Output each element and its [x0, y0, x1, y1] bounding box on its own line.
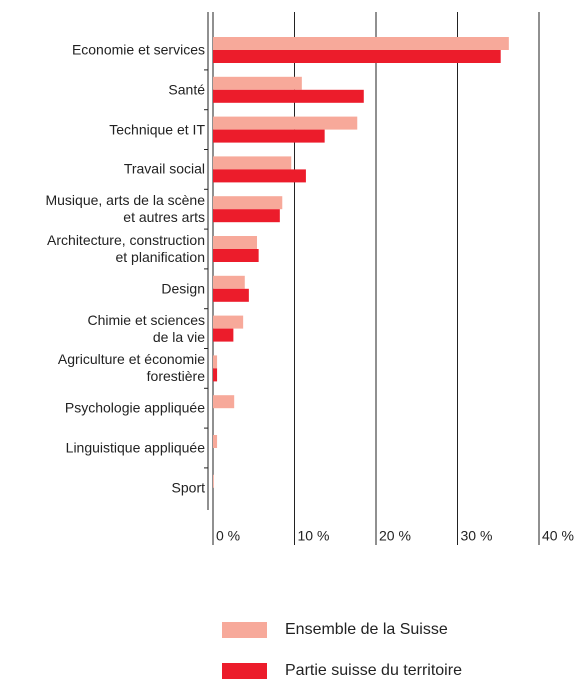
bar: [213, 89, 364, 103]
bar: [213, 209, 280, 223]
bar: [213, 328, 234, 342]
bar: [213, 196, 283, 210]
category-label: Chimie et sciences de la vie: [87, 311, 206, 345]
bar: [213, 474, 214, 488]
bar: [213, 76, 302, 90]
bar: [213, 50, 501, 63]
bar: [213, 156, 292, 170]
x-tick-label: 10 %: [298, 528, 330, 544]
bar: [213, 129, 325, 143]
category-label: Architecture, construction et planificat…: [47, 232, 205, 265]
category-label: Travail social: [123, 160, 205, 177]
legend-swatch: [222, 663, 267, 679]
bar: [213, 435, 218, 448]
x-tick-label: 30 %: [461, 528, 493, 544]
category-label: Santé: [168, 81, 205, 98]
bar: [213, 116, 358, 130]
x-tick-label: 0 %: [216, 528, 240, 544]
bar: [213, 249, 259, 262]
legend-swatch: [222, 622, 267, 638]
bar: [213, 288, 249, 302]
bar: [213, 37, 509, 50]
category-label: Design: [161, 280, 205, 297]
bar: [213, 315, 244, 329]
category-label: Agriculture et économie forestière: [57, 351, 205, 385]
bar: [213, 275, 245, 289]
category-label: Sport: [171, 479, 205, 496]
category-label: Economie et services: [71, 41, 205, 58]
bar: [213, 355, 218, 369]
x-tick-label: 40 %: [542, 528, 574, 544]
x-tick-label: 20 %: [379, 528, 411, 544]
legend-label: Ensemble de la Suisse: [285, 621, 448, 638]
category-label: Technique et IT: [109, 121, 205, 138]
category-label: Linguistique appliquée: [65, 439, 205, 456]
legend-label: Partie suisse du territoire: [285, 662, 462, 679]
bar: [213, 368, 218, 382]
category-label: Musique, arts de la scène et autres arts: [45, 192, 205, 226]
bar: [213, 169, 306, 183]
bar: [213, 395, 235, 409]
bar: [213, 236, 258, 249]
category-label: Psychologie appliquée: [64, 399, 205, 416]
